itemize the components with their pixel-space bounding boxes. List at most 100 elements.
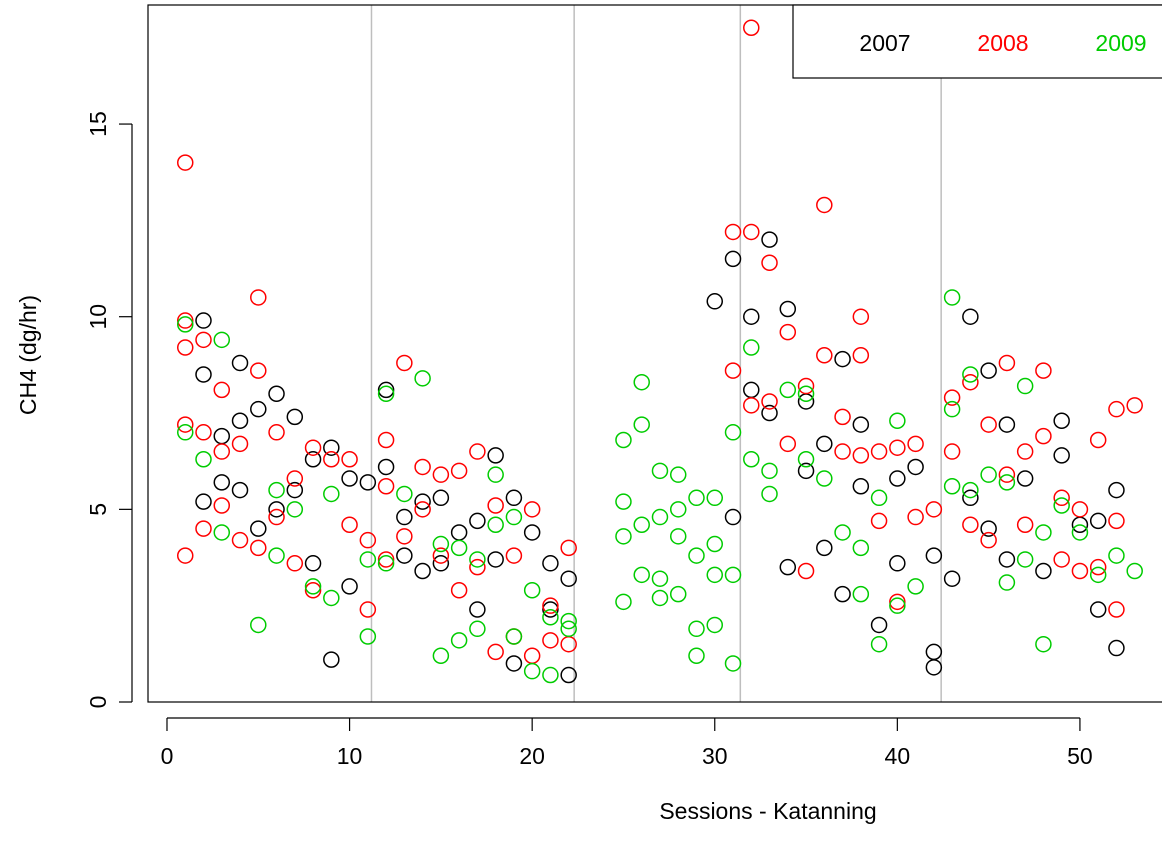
point [962, 516, 979, 534]
point [341, 578, 358, 595]
point [560, 570, 577, 587]
point [1053, 489, 1070, 507]
point [250, 289, 267, 306]
point [487, 497, 504, 514]
point [231, 481, 249, 499]
point [523, 662, 541, 680]
point [487, 447, 504, 464]
point [1016, 551, 1034, 568]
point [943, 570, 961, 587]
point [1016, 470, 1034, 487]
point [505, 628, 523, 645]
y-tick-label: 0 [85, 696, 111, 709]
point [414, 562, 431, 580]
point [852, 539, 870, 557]
point [487, 516, 504, 534]
point [231, 435, 249, 453]
point [359, 531, 377, 549]
point [195, 451, 212, 468]
point [980, 520, 997, 537]
point [889, 470, 906, 487]
point [469, 551, 486, 568]
point [651, 508, 669, 526]
point [1089, 431, 1107, 449]
point [688, 489, 705, 507]
point [250, 616, 267, 634]
point [231, 531, 249, 549]
point [925, 501, 943, 518]
point [1035, 562, 1052, 580]
y-tick-label: 10 [85, 304, 111, 330]
point [268, 508, 285, 526]
point [505, 655, 523, 672]
point [195, 493, 212, 510]
point [889, 439, 906, 456]
point [195, 424, 212, 441]
point [1071, 562, 1089, 580]
point [1126, 397, 1143, 414]
point [925, 547, 943, 564]
point [797, 385, 815, 403]
point [724, 362, 742, 379]
point [213, 427, 231, 445]
point [359, 474, 377, 491]
point [341, 470, 358, 487]
point [195, 366, 212, 383]
point [286, 481, 304, 499]
point [889, 555, 906, 572]
point [341, 451, 358, 468]
point [323, 651, 340, 668]
point [633, 566, 650, 584]
point [834, 443, 851, 460]
point [962, 373, 979, 391]
point [633, 373, 650, 391]
point [432, 466, 450, 483]
point [414, 493, 431, 510]
point [816, 346, 833, 364]
point [743, 451, 760, 468]
point [268, 424, 285, 441]
point [962, 489, 979, 507]
point [304, 582, 322, 599]
point [542, 555, 559, 572]
point [743, 381, 760, 399]
point [998, 416, 1016, 433]
point [432, 535, 450, 553]
point [1035, 362, 1052, 379]
point [816, 470, 833, 487]
point [487, 643, 504, 661]
point [743, 339, 760, 356]
point [1126, 562, 1143, 580]
point [962, 308, 979, 325]
point [743, 397, 760, 414]
point [213, 381, 231, 399]
point [359, 551, 377, 568]
x-axis-label: Sessions - Katanning [659, 798, 876, 824]
point [176, 339, 194, 356]
point [852, 346, 870, 364]
point [724, 566, 742, 584]
y-tick-label: 5 [85, 503, 111, 516]
point [925, 659, 943, 676]
point [688, 620, 705, 638]
point [852, 477, 870, 495]
point [998, 551, 1016, 568]
point [943, 443, 961, 460]
point [1108, 400, 1125, 418]
point [651, 570, 669, 587]
point [450, 539, 468, 557]
point [469, 620, 486, 638]
point [834, 408, 851, 426]
point [377, 458, 395, 476]
point [432, 647, 450, 665]
point [359, 601, 377, 618]
point [962, 366, 979, 383]
point [1108, 639, 1125, 657]
point [834, 524, 851, 541]
point [323, 485, 340, 503]
point [669, 466, 687, 483]
point [943, 477, 961, 495]
point [432, 489, 450, 507]
point [505, 489, 523, 507]
point [176, 316, 194, 333]
